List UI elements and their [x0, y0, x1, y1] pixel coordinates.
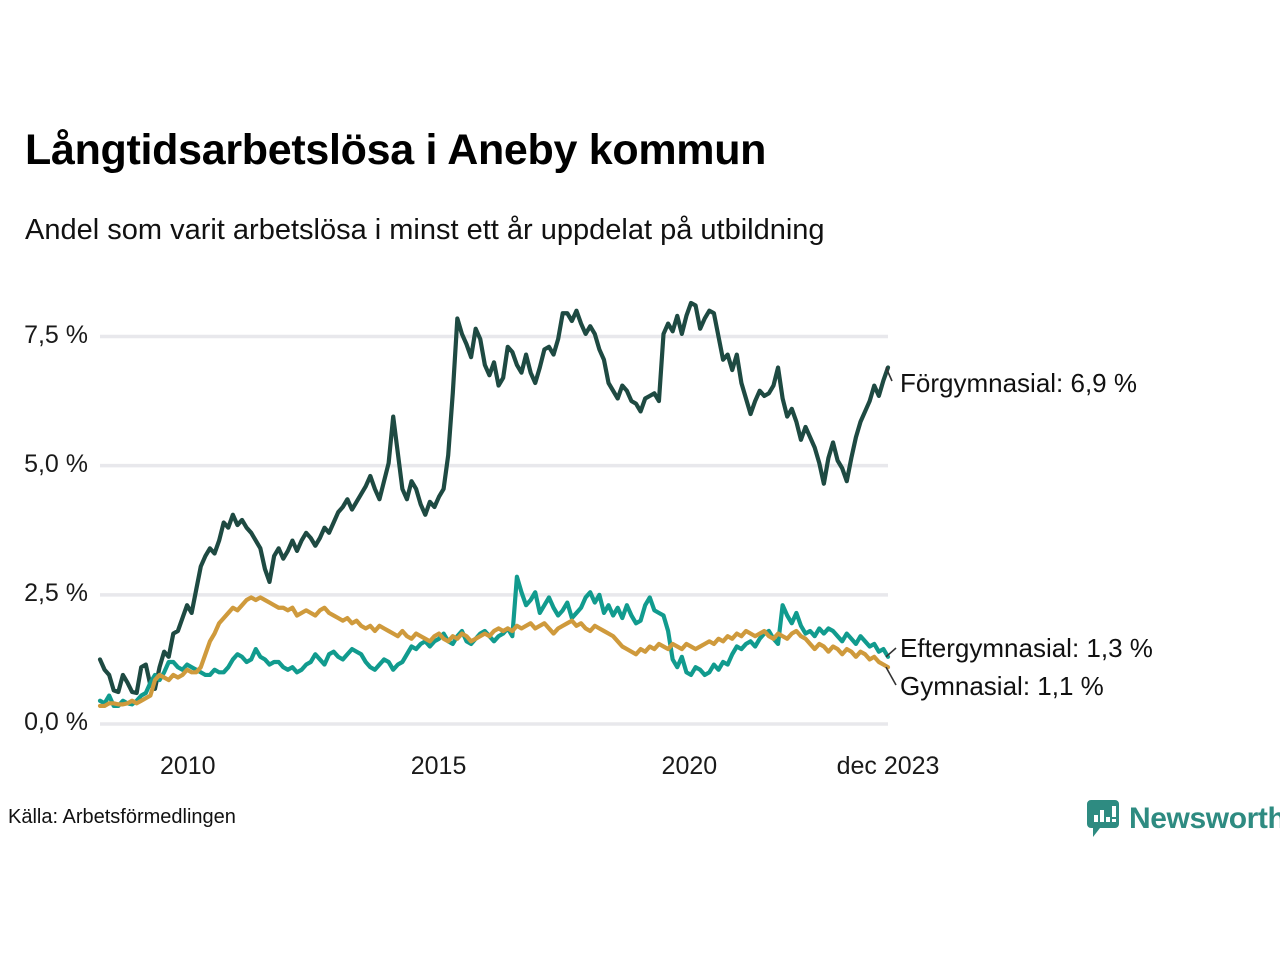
leader-line [885, 367, 893, 382]
series-label-gymnasial: Gymnasial: 1,1 % [900, 671, 1104, 701]
series-line-förgymnasial[interactable] [97, 300, 891, 696]
page-title: Långtidsarbetslösa i Aneby kommun [25, 126, 767, 174]
x-axis-tick-label: dec 2023 [836, 752, 940, 780]
leader-line [885, 666, 897, 686]
x-axis-tick-label: 2015 [410, 752, 467, 780]
series-label-förgymnasial: Förgymnasial: 6,9 % [900, 368, 1137, 398]
chart-subtitle: Andel som varit arbetslösa i minst ett å… [25, 214, 825, 246]
series-label-eftergymnasial: Eftergymnasial: 1,3 % [900, 633, 1153, 663]
newsworthy-bar-chart-bubble-icon [1087, 800, 1119, 837]
leader-line [885, 647, 897, 658]
y-axis-tick-label: 7,5 % [24, 320, 88, 349]
logo-wordmark: Newsworthy [1129, 802, 1280, 835]
series-line-eftergymnasial[interactable] [97, 574, 891, 709]
series-line-gymnasial[interactable] [97, 595, 891, 709]
y-axis-tick-label: 5,0 % [24, 449, 88, 478]
y-axis-tick-label: 0,0 % [24, 708, 88, 736]
source-note: Källa: Arbetsförmedlingen [8, 806, 236, 828]
y-axis-tick-label: 2,5 % [24, 578, 88, 607]
x-axis-tick-label: 2010 [159, 752, 216, 780]
x-axis-tick-label: 2020 [661, 752, 718, 780]
newsworthy-logo[interactable]: Newsworthy [1086, 797, 1280, 841]
